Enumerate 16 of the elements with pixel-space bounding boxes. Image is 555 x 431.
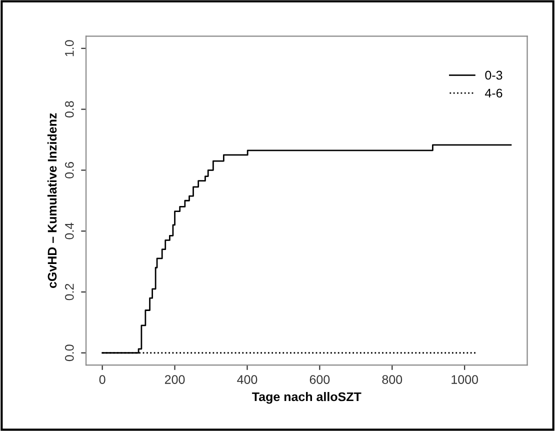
x-tick-label: 0 (99, 375, 106, 384)
y-tick-label: 0.0 (64, 344, 74, 362)
x-axis-title: Tage nach alloSZT (252, 392, 362, 404)
x-tick-label: 800 (382, 375, 402, 384)
y-tick-label: 0.6 (64, 162, 74, 178)
y-axis-title: cGvHD – Kumulative Inzidenz (47, 113, 57, 288)
legend-label: 0-3 (485, 70, 502, 80)
x-tick-label: 600 (310, 375, 330, 384)
y-tick-label: 0.8 (64, 101, 74, 118)
y-tick-label: 1.0 (64, 40, 74, 56)
x-tick-label: 1000 (452, 375, 478, 384)
y-tick-label: 0.4 (64, 222, 74, 240)
x-tick-label: 200 (164, 375, 185, 384)
x-tick-label: 400 (237, 375, 258, 384)
legend-label: 4-6 (484, 88, 502, 98)
y-tick-label: 0.2 (64, 284, 74, 300)
